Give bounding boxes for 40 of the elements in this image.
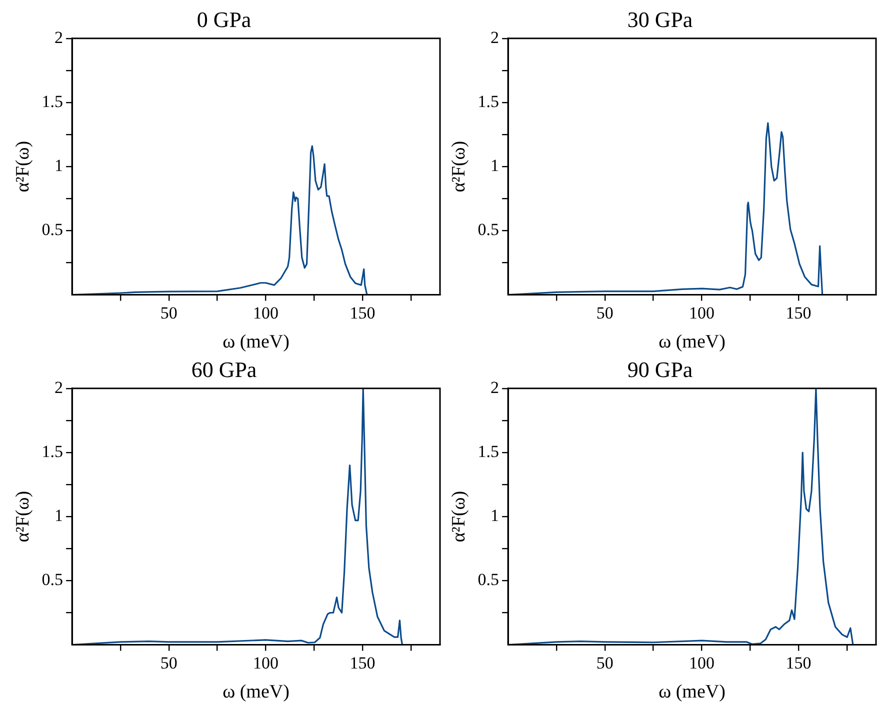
y-tick-label: 1.5	[42, 442, 64, 461]
y-axis-title: α²F(ω)	[12, 140, 34, 192]
y-tick-label: 1.5	[42, 92, 64, 111]
x-axis-title: ω (meV)	[222, 332, 290, 353]
y-tick-label: 0.5	[478, 570, 500, 590]
chart-title: 0 GPa	[196, 6, 252, 32]
y-tick-label: 1	[490, 506, 500, 526]
y-tick-label: 1.5	[478, 442, 500, 461]
x-tick-label: 100	[252, 653, 278, 672]
x-tick-label: 50	[596, 303, 614, 322]
y-axis-title: α²F(ω)	[448, 140, 470, 192]
chart-title: 90 GPa	[627, 356, 693, 382]
x-tick-label: 100	[688, 653, 714, 672]
y-tick-label: 1	[54, 506, 64, 526]
x-tick-label: 150	[786, 303, 812, 322]
y-tick-label: 1	[54, 156, 64, 176]
x-tick-label: 150	[350, 303, 376, 322]
y-axis-title: α²F(ω)	[448, 490, 470, 542]
x-tick-label: 100	[688, 303, 714, 322]
y-tick-label: 0.5	[42, 220, 64, 240]
y-tick-label: 0.5	[42, 570, 64, 590]
y-tick-label: 0.5	[478, 220, 500, 240]
x-tick-label: 150	[786, 653, 812, 672]
y-tick-label: 2	[54, 378, 64, 397]
chart-title: 60 GPa	[191, 356, 257, 382]
x-tick-label: 50	[596, 653, 614, 672]
chart-title: 30 GPa	[627, 6, 693, 32]
x-tick-label: 50	[160, 303, 178, 322]
y-tick-label: 2	[490, 378, 500, 397]
x-axis-title: ω (meV)	[222, 682, 290, 703]
y-tick-label: 2	[54, 28, 64, 47]
x-tick-label: 100	[252, 303, 278, 322]
y-axis-title: α²F(ω)	[12, 490, 34, 542]
x-axis-title: ω (meV)	[658, 682, 726, 703]
y-tick-label: 2	[490, 28, 500, 47]
x-axis-title: ω (meV)	[658, 332, 726, 353]
x-tick-label: 50	[160, 653, 178, 672]
y-tick-label: 1.5	[478, 92, 500, 111]
y-tick-label: 1	[490, 156, 500, 176]
x-tick-label: 150	[350, 653, 376, 672]
